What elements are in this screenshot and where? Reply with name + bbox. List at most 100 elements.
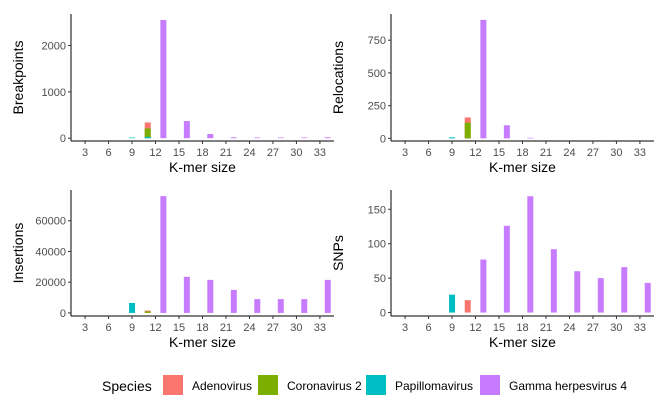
legend: Species Adenovirus Coronavirus 2 Papillomav… xyxy=(102,375,627,395)
x-tick-label: 33 xyxy=(634,147,646,159)
x-tick-label: 27 xyxy=(587,322,599,334)
y-tick-label: 60000 xyxy=(35,216,66,228)
y-tick-label: 20000 xyxy=(35,277,66,289)
x-axis-title: K-mer size xyxy=(169,159,236,175)
x-tick-label: 6 xyxy=(106,322,112,334)
legend-key-gamma-herpesvirus-4 xyxy=(480,375,500,395)
bar-gamma-herpesvirus-4-k16 xyxy=(183,276,190,313)
legend-label: Gamma herpesvirus 4 xyxy=(509,379,627,393)
bar-gamma-herpesvirus-4-k16 xyxy=(503,125,510,139)
legend-key-papillomavirus xyxy=(366,375,386,395)
y-axis-title: SNPs xyxy=(330,235,346,271)
panel-insertions: 3 6 9 12 15 18 21 24 27 30 33 0 20000 40000 60000 K-mer… xyxy=(10,190,334,350)
bar-gamma-herpesvirus-4-k34 xyxy=(644,282,651,313)
x-tick-label: 24 xyxy=(563,322,575,334)
bar-coronavirus-2-k11 xyxy=(144,128,151,139)
y-tick-label: 0 xyxy=(380,133,386,145)
x-tick-label: 21 xyxy=(540,147,552,159)
y-tick-label: 40000 xyxy=(35,246,66,258)
bar-gamma-herpesvirus-4-k31 xyxy=(301,299,308,313)
y-tick-label: 50 xyxy=(374,273,386,285)
x-tick-label: 15 xyxy=(173,147,185,159)
bar-papillomavirus-k9 xyxy=(129,302,136,313)
bar-gamma-herpesvirus-4-k28 xyxy=(277,299,284,313)
bar-gamma-herpesvirus-4-k19 xyxy=(207,134,214,139)
x-tick-label: 18 xyxy=(516,147,528,159)
legend-label: Coronavirus 2 xyxy=(287,379,362,393)
bar-gamma-herpesvirus-4-k19 xyxy=(207,279,214,313)
bar-gamma-herpesvirus-4-k16 xyxy=(503,225,510,313)
x-tick-label: 3 xyxy=(82,147,88,159)
x-tick-label: 3 xyxy=(402,322,408,334)
bar-gamma-herpesvirus-4-k25 xyxy=(574,271,581,313)
bar-gamma-herpesvirus-4-k13 xyxy=(160,20,167,139)
x-tick-label: 15 xyxy=(493,322,505,334)
bar-gamma-herpesvirus-4-k22 xyxy=(230,137,237,139)
bar-gamma-herpesvirus-4-k22 xyxy=(550,249,557,313)
bar-papillomavirus-k9 xyxy=(449,294,456,313)
y-tick-label: 1000 xyxy=(42,87,66,99)
x-tick-label: 18 xyxy=(196,322,208,334)
y-axis-title: Relocations xyxy=(330,41,346,114)
x-tick-label: 6 xyxy=(426,147,432,159)
panel-breakpoints: 3 6 9 12 15 18 21 24 27 30 33 0 1000 2000 K-mer size Br… xyxy=(10,14,334,175)
x-tick-label: 9 xyxy=(449,322,455,334)
x-tick-label: 27 xyxy=(267,147,279,159)
x-tick-label: 21 xyxy=(220,147,232,159)
bar-gamma-herpesvirus-4-k19 xyxy=(527,196,534,313)
x-tick-label: 9 xyxy=(129,322,135,334)
bar-gamma-herpesvirus-4-k13 xyxy=(480,19,487,139)
x-tick-label: 33 xyxy=(634,322,646,334)
x-tick-label: 24 xyxy=(243,322,255,334)
bar-gamma-herpesvirus-4-k16 xyxy=(183,121,190,139)
legend-title: Species xyxy=(102,378,152,394)
legend-label: Adenovirus xyxy=(192,379,252,393)
x-tick-label: 33 xyxy=(314,147,326,159)
x-tick-label: 18 xyxy=(196,147,208,159)
x-tick-label: 21 xyxy=(220,322,232,334)
bar-coronavirus-2-k11 xyxy=(144,311,151,313)
y-tick-label: 100 xyxy=(368,239,386,251)
bar-gamma-herpesvirus-4-k31 xyxy=(621,267,628,313)
bar-papillomavirus-k9 xyxy=(129,137,136,139)
y-tick-label: 150 xyxy=(368,204,386,216)
legend-label: Papillomavirus xyxy=(395,379,473,393)
x-tick-label: 33 xyxy=(314,322,326,334)
x-tick-label: 30 xyxy=(290,147,302,159)
x-tick-label: 24 xyxy=(563,147,575,159)
x-tick-label: 21 xyxy=(540,322,552,334)
bar-papillomavirus-k9 xyxy=(449,137,456,139)
bar-gamma-herpesvirus-4-k22 xyxy=(230,289,237,313)
y-axis-title: Breakpoints xyxy=(10,41,26,115)
bar-gamma-herpesvirus-4-k19 xyxy=(527,137,534,139)
y-tick-label: 0 xyxy=(60,308,66,320)
x-tick-label: 9 xyxy=(449,147,455,159)
x-tick-label: 30 xyxy=(610,147,622,159)
bar-gamma-herpesvirus-4-k28 xyxy=(277,137,284,139)
panel-snps: 3 6 9 12 15 18 21 24 27 30 33 0 50 100 150 K-mer size SN… xyxy=(330,190,654,350)
bar-gamma-herpesvirus-4-k34 xyxy=(324,279,331,313)
panel-relocations: 3 6 9 12 15 18 21 24 27 30 33 0 250 500 750 K-mer size R… xyxy=(330,14,654,175)
y-tick-label: 2000 xyxy=(42,41,66,53)
x-tick-label: 3 xyxy=(402,147,408,159)
x-tick-label: 12 xyxy=(469,147,481,159)
bar-gamma-herpesvirus-4-k25 xyxy=(254,137,261,139)
bar-gamma-herpesvirus-4-k28 xyxy=(597,278,604,313)
x-tick-label: 3 xyxy=(82,322,88,334)
x-tick-label: 9 xyxy=(129,147,135,159)
x-tick-label: 27 xyxy=(587,147,599,159)
y-tick-label: 500 xyxy=(368,68,386,80)
x-tick-label: 30 xyxy=(290,322,302,334)
x-tick-label: 24 xyxy=(243,147,255,159)
x-tick-label: 6 xyxy=(426,322,432,334)
bar-coronavirus-2-k11 xyxy=(464,122,471,139)
x-tick-label: 12 xyxy=(149,147,161,159)
x-tick-label: 15 xyxy=(493,147,505,159)
y-tick-label: 750 xyxy=(368,35,386,47)
x-tick-label: 18 xyxy=(516,322,528,334)
x-tick-label: 12 xyxy=(149,322,161,334)
bar-gamma-herpesvirus-4-k13 xyxy=(480,259,487,313)
bar-adenovirus-k11 xyxy=(464,300,471,313)
bar-gamma-herpesvirus-4-k25 xyxy=(254,299,261,313)
